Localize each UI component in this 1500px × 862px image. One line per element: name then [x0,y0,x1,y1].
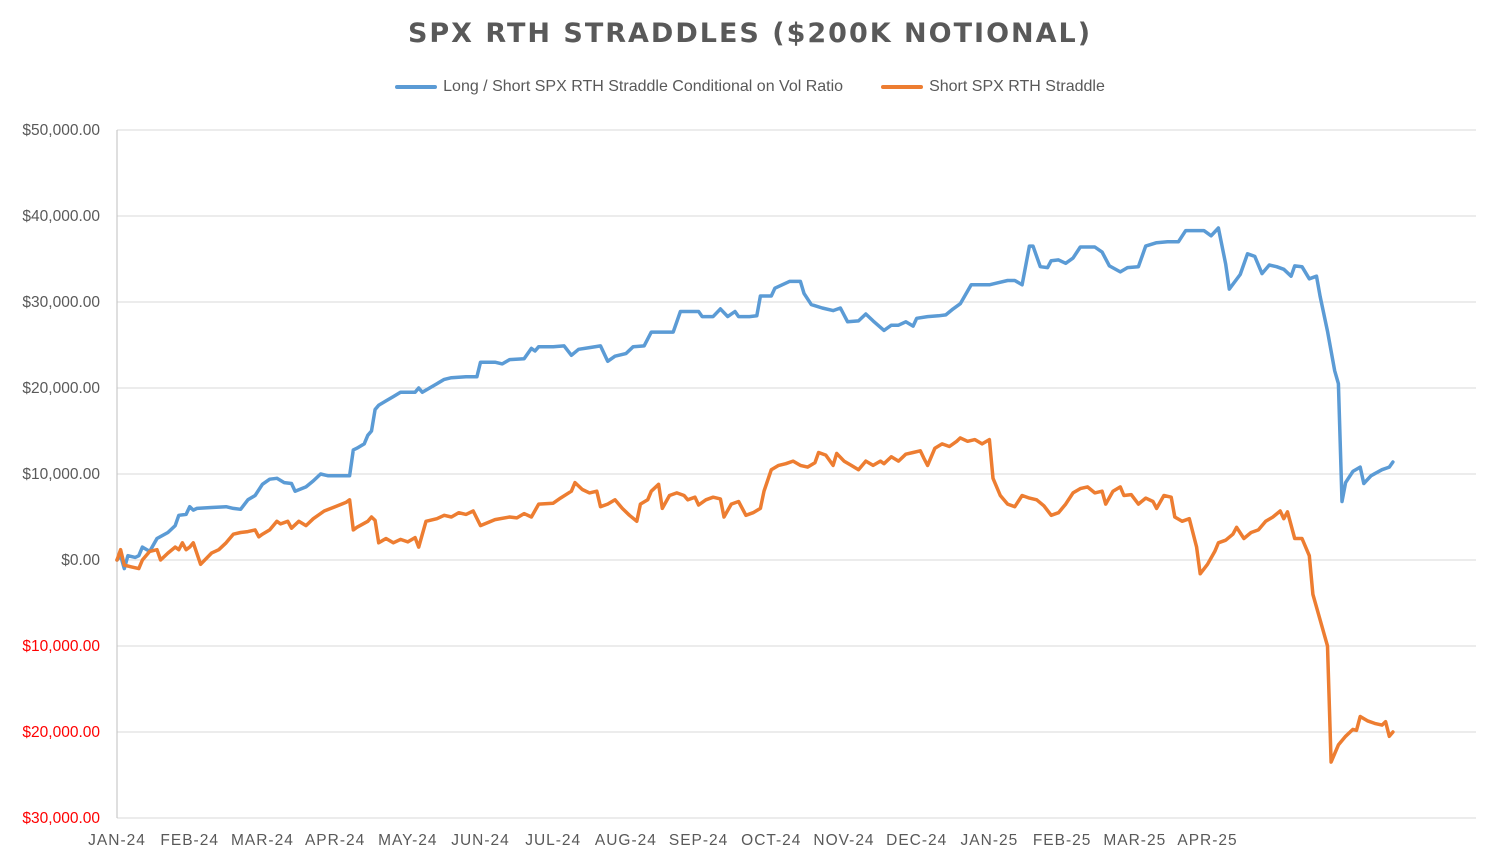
x-tick-label: AUG-24 [595,832,657,849]
legend-swatch-short [881,85,924,89]
y-tick-label: $20,000.00 [22,724,100,741]
x-tick-label: MAR-25 [1103,832,1166,849]
legend-swatch-conditional [395,85,438,89]
legend-label-short: Short SPX RTH Straddle [929,78,1105,95]
legend: Long / Short SPX RTH Straddle Conditiona… [0,78,1500,96]
y-tick-label: $40,000.00 [22,208,100,225]
series-line-short [115,436,1395,764]
chart-title: SPX RTH STRADDLES ($200K NOTIONAL) [407,18,1093,49]
y-tick-label: $30,000.00 [22,294,100,311]
x-tick-label: OCT-24 [741,832,801,849]
y-tick-label: $10,000.00 [22,466,100,483]
x-tick-label: SEP-24 [669,832,728,849]
x-tick-label: JAN-25 [961,832,1019,849]
x-tick-label: JUL-24 [525,832,581,849]
x-tick-label: NOV-24 [813,832,874,849]
y-tick-label: $20,000.00 [22,380,100,397]
y-tick-label: $50,000.00 [22,122,100,139]
series-line-conditional [115,226,1395,571]
x-tick-label: JAN-24 [88,832,146,849]
y-tick-label: $10,000.00 [22,638,100,655]
x-tick-label: JUN-24 [451,832,510,849]
x-tick-label: APR-24 [305,832,365,849]
y-tick-label: $30,000.00 [22,810,100,827]
legend-entry-conditional: Long / Short SPX RTH Straddle Conditiona… [395,78,843,96]
x-tick-label: FEB-25 [1033,832,1092,849]
x-tick-label: DEC-24 [886,832,947,849]
legend-entry-short: Short SPX RTH Straddle [881,78,1105,96]
x-tick-label: MAY-24 [378,832,437,849]
x-tick-label: MAR-24 [231,832,294,849]
legend-label-conditional: Long / Short SPX RTH Straddle Conditiona… [443,78,844,95]
x-tick-label: FEB-24 [160,832,219,849]
y-tick-label: $0.00 [61,552,100,569]
x-tick-label: APR-25 [1177,832,1237,849]
